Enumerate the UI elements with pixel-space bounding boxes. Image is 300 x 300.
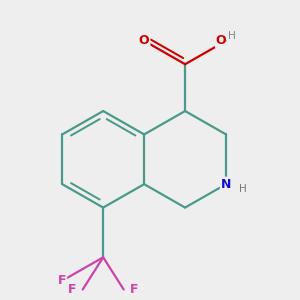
Text: F: F xyxy=(130,283,138,296)
Text: H: H xyxy=(239,184,247,194)
Text: N: N xyxy=(221,178,231,191)
Text: H: H xyxy=(227,32,236,41)
Text: F: F xyxy=(68,283,77,296)
Text: F: F xyxy=(58,274,67,287)
Text: O: O xyxy=(215,34,226,47)
Text: O: O xyxy=(139,34,149,47)
